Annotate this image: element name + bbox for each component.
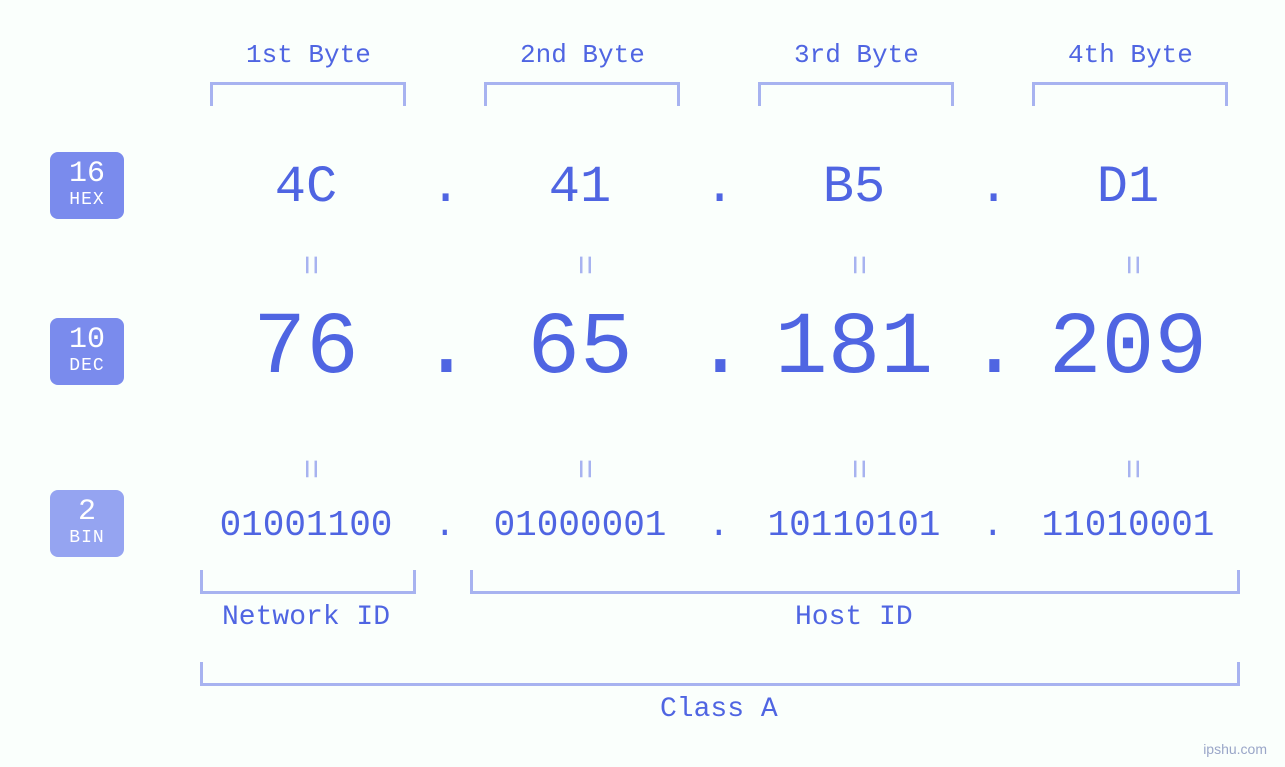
bracket-top-1: [210, 82, 406, 106]
eq-decbin-2: =: [563, 459, 601, 479]
eq-hexdec-2: =: [563, 255, 601, 275]
badge-hex: 16 HEX: [50, 152, 124, 219]
hex-sep-1: .: [430, 158, 461, 217]
dec-sep-2: .: [694, 300, 747, 399]
hex-byte-2: 41: [473, 158, 687, 217]
label-host-id: Host ID: [795, 602, 913, 633]
dec-sep-1: .: [420, 300, 473, 399]
byte-header-4: 4th Byte: [1068, 40, 1193, 70]
badge-bin-sys: BIN: [50, 529, 124, 549]
bin-byte-4: 11010001: [1021, 505, 1235, 546]
bracket-network-id: [200, 570, 416, 594]
bracket-top-2: [484, 82, 680, 106]
hex-sep-3: .: [978, 158, 1009, 217]
bin-byte-2: 01000001: [473, 505, 687, 546]
bracket-top-4: [1032, 82, 1228, 106]
bin-byte-1: 01001100: [199, 505, 413, 546]
byte-header-1: 1st Byte: [246, 40, 371, 70]
badge-dec-num: 10: [50, 324, 124, 357]
byte-header-2: 2nd Byte: [520, 40, 645, 70]
eq-hexdec-1: =: [289, 255, 327, 275]
label-class: Class A: [660, 694, 778, 725]
bracket-host-id: [470, 570, 1240, 594]
bracket-top-3: [758, 82, 954, 106]
bin-byte-3: 10110101: [747, 505, 961, 546]
ip-diagram: 1st Byte 2nd Byte 3rd Byte 4th Byte 16 H…: [0, 0, 1285, 767]
eq-hexdec-3: =: [837, 255, 875, 275]
badge-hex-sys: HEX: [50, 191, 124, 211]
dec-byte-1: 76: [199, 300, 413, 399]
dec-byte-4: 209: [1021, 300, 1235, 399]
byte-header-3: 3rd Byte: [794, 40, 919, 70]
eq-decbin-3: =: [837, 459, 875, 479]
badge-bin-num: 2: [50, 496, 124, 529]
badge-dec: 10 DEC: [50, 318, 124, 385]
hex-byte-3: B5: [747, 158, 961, 217]
bin-sep-2: .: [708, 505, 730, 546]
bin-sep-3: .: [982, 505, 1004, 546]
hex-byte-4: D1: [1021, 158, 1235, 217]
badge-hex-num: 16: [50, 158, 124, 191]
badge-bin: 2 BIN: [50, 490, 124, 557]
hex-byte-1: 4C: [199, 158, 413, 217]
dec-byte-2: 65: [473, 300, 687, 399]
dec-sep-3: .: [968, 300, 1021, 399]
eq-decbin-4: =: [1111, 459, 1149, 479]
eq-decbin-1: =: [289, 459, 327, 479]
hex-sep-2: .: [704, 158, 735, 217]
watermark: ipshu.com: [1203, 741, 1267, 757]
bracket-class: [200, 662, 1240, 686]
label-network-id: Network ID: [222, 602, 390, 633]
eq-hexdec-4: =: [1111, 255, 1149, 275]
bin-sep-1: .: [434, 505, 456, 546]
badge-dec-sys: DEC: [50, 357, 124, 377]
dec-byte-3: 181: [747, 300, 961, 399]
